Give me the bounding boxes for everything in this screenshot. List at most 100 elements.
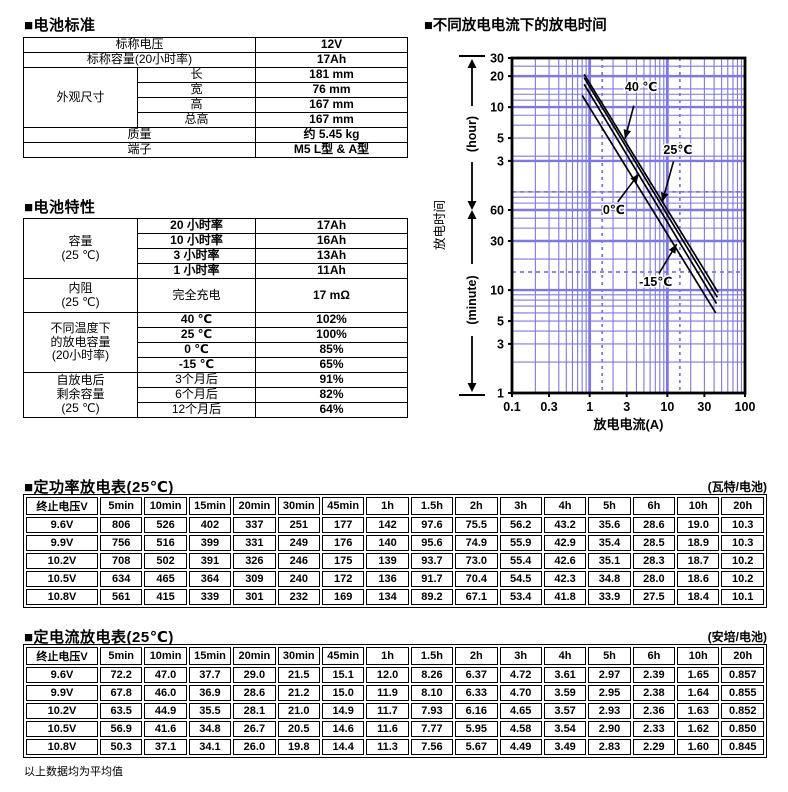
column-header: 3h (499, 647, 542, 665)
spec-cell: 质量 (23, 127, 256, 143)
value-cell: 41.6 (144, 721, 187, 737)
value-cell: 6.16 (455, 703, 498, 719)
spec-cell: 1 小时率 (137, 263, 256, 279)
value-cell: 34.1 (188, 739, 232, 755)
constant-current-table: 终止电压V 5min 10min 15min 20min 30min 45min 1h 1.5h… (23, 644, 767, 758)
chart-title: ■不同放电电流下的放电时间 (424, 18, 607, 34)
column-header: 10min (144, 497, 187, 515)
table-header-row: 终止电压V 5min 10min 15min 20min 30min 45min 1h 1.5h… (26, 497, 764, 515)
y-tick-label: 3 (497, 154, 504, 168)
arrow-up (467, 210, 477, 220)
table-row: 12个月后 64% (24, 402, 408, 418)
value-cell: 95.6 (410, 535, 454, 551)
arrow-down (467, 383, 477, 392)
table-row: 10 小时率 16Ah (24, 233, 408, 249)
column-header: 45min (321, 497, 365, 515)
column-header: 20h (721, 497, 764, 515)
value-cell: 18.9 (677, 535, 720, 551)
value-cell: 1.64 (677, 685, 720, 701)
column-header: 终止电压V (26, 497, 98, 515)
value-cell: 6.37 (455, 667, 498, 683)
row-label: 9.6V (26, 667, 98, 683)
spec-cell: 100% (255, 327, 408, 343)
row-label: 10.8V (26, 739, 98, 755)
value-cell: 50.3 (100, 739, 143, 755)
x-tick-label: 30 (697, 400, 711, 414)
table-row: 10.2V 63.5 44.9 35.5 28.1 21.0 14.9 11.7 7.93 6.1… (26, 703, 764, 719)
spec-cell: 外观尺寸 (23, 67, 138, 128)
value-cell: 11.9 (366, 685, 409, 701)
value-cell: 56.2 (499, 517, 542, 533)
value-cell: 2.33 (632, 721, 676, 737)
value-cell: 35.5 (188, 703, 232, 719)
current-table-unit: (安培/电池) (707, 630, 767, 644)
value-cell: 19.8 (277, 739, 320, 755)
value-cell: 8.26 (410, 667, 454, 683)
value-cell: 11.7 (366, 703, 409, 719)
spec-cell: 76 mm (255, 82, 408, 98)
value-cell: 4.65 (499, 703, 542, 719)
spec-cell: 0 ℃ (137, 342, 256, 358)
spec-cell: 3个月后 (137, 372, 256, 388)
value-cell: 502 (144, 553, 187, 569)
spec-cell: 17Ah (255, 52, 408, 68)
value-cell: 72.2 (100, 667, 143, 683)
value-cell: 331 (233, 535, 276, 551)
value-cell: 136 (366, 571, 409, 587)
table-row: 0 ℃ 85% (24, 342, 408, 358)
value-cell: 14.6 (321, 721, 365, 737)
spec-cell: 约 5.45 kg (255, 127, 408, 143)
value-cell: 139 (366, 553, 409, 569)
spec-cell: 12V (255, 37, 408, 53)
x-tick-label: 1 (586, 400, 593, 414)
spec-cell: 181 mm (255, 67, 408, 83)
plot-frame (510, 56, 747, 395)
value-cell: 2.39 (632, 667, 676, 683)
value-cell: 2.97 (588, 667, 631, 683)
value-cell: 5.95 (455, 721, 498, 737)
y-tick-label: 30 (490, 234, 504, 248)
value-cell: 46.0 (144, 685, 187, 701)
column-header: 2h (455, 497, 498, 515)
annotations: 40 ℃ 25℃ 0℃ -15℃ (601, 79, 694, 291)
y-tick-label: 10 (490, 284, 504, 298)
y-tick-label: 60 (490, 204, 504, 218)
value-cell: 28.0 (632, 571, 676, 587)
spec-cell: 容量 (25 ℃) (23, 218, 138, 279)
value-cell: 42.6 (543, 553, 587, 569)
table-row: 标称容量(20小时率) 17Ah (23, 52, 408, 68)
spec-cell: 167 mm (255, 112, 408, 128)
table-row: 质量约 5.45 kg (23, 127, 408, 143)
column-header: 5min (100, 647, 143, 665)
x-axis-title: 放电电流(A) (592, 417, 663, 432)
value-cell: 20.5 (277, 721, 320, 737)
value-cell: 28.6 (632, 517, 676, 533)
value-cell: 28.1 (233, 703, 276, 719)
y-tick-label: 5 (497, 315, 504, 329)
y-tick-label: 10 (490, 101, 504, 115)
value-cell: 3.57 (543, 703, 587, 719)
table-row: 9.9V 67.8 46.0 36.9 28.6 21.2 15.0 11.9 8.10 6.33… (26, 685, 764, 701)
value-cell: 35.6 (588, 517, 631, 533)
value-cell: 175 (321, 553, 365, 569)
value-cell: 7.93 (410, 703, 454, 719)
average-values-footnote: 以上数据均为平均值 (24, 766, 123, 778)
value-cell: 43.2 (543, 517, 587, 533)
minute-label: (minute) (465, 275, 479, 324)
column-header: 1h (366, 497, 409, 515)
value-cell: 42.3 (543, 571, 587, 587)
value-cell: 56.9 (100, 721, 143, 737)
value-cell: 634 (100, 571, 143, 587)
value-cell: 8.10 (410, 685, 454, 701)
spec-cell: 40 ℃ (137, 312, 256, 328)
x-tick-label: 0.3 (540, 400, 557, 414)
value-cell: 309 (233, 571, 276, 587)
column-header: 1h (366, 647, 409, 665)
value-cell: 33.9 (588, 589, 631, 605)
value-cell: 18.7 (677, 553, 720, 569)
spec-cell: 167 mm (255, 97, 408, 113)
value-cell: 3.54 (543, 721, 587, 737)
spec-cell: 17 mΩ (255, 278, 408, 313)
table-row: -15 ℃ 65% (24, 357, 408, 373)
value-cell: 47.0 (144, 667, 187, 683)
